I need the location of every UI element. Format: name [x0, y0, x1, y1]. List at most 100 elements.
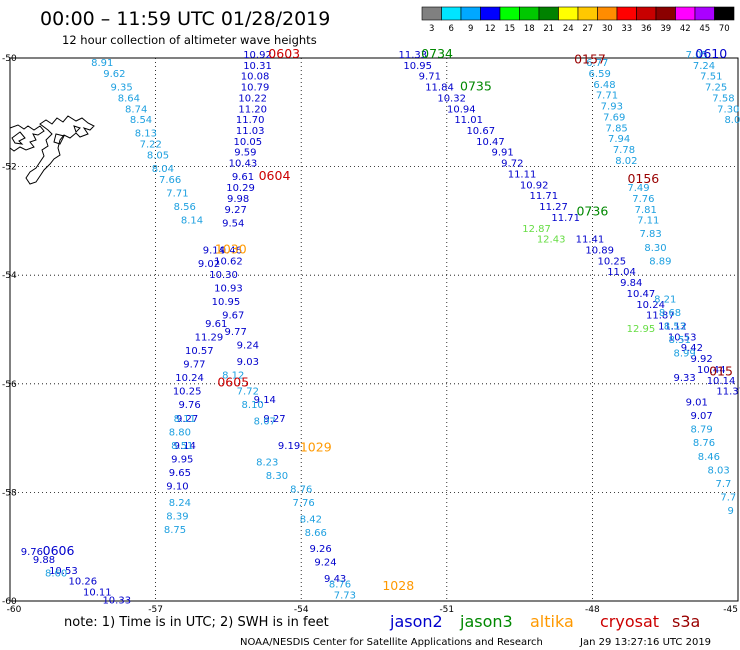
track: 9.14 9.02 9.61 11.29 10.57 9.77 10.24 10.25 9.76… [166, 245, 227, 492]
track: 6.776.596.487.717.937.697.857.947.788.02… [586, 58, 736, 517]
swh-data-point: 8.03 [707, 465, 729, 476]
swh-data-point: 9.84 [620, 278, 642, 289]
track: 10.9210.3110.0810.7910.2211.2011.7011.03… [209, 50, 346, 585]
swh-data-point: 9.77 [183, 360, 205, 371]
swh-data-point: 8.00 [724, 115, 740, 126]
swh-data-point: 10.44 [697, 365, 726, 376]
swh-data-point: 10.11 [83, 588, 112, 599]
swh-data-point: 7.51 [700, 72, 722, 83]
swh-data-point: 9.10 [166, 482, 188, 493]
swh-data-point: 9.62 [103, 69, 125, 80]
swh-data-point: 8.07 [254, 417, 276, 428]
swh-data-point: 7.24 [693, 61, 715, 72]
swh-data-point: 12.43 [537, 235, 566, 246]
swh-data-point: 8.66 [305, 528, 327, 539]
track: 8.60 [45, 569, 67, 580]
swh-data-point: 8.80 [169, 427, 191, 438]
pass-time-label: 1029 [300, 440, 332, 455]
swh-data-point: 11.71 [530, 191, 559, 202]
swh-data-point: 9.14 [174, 441, 196, 452]
swh-data-point: 11.37 [716, 387, 740, 398]
pass-time-label: 015 [709, 364, 733, 379]
swh-data-point: 8.11 [174, 414, 196, 425]
y-tick-label: -60 [2, 597, 17, 607]
swh-data-point: 9.98 [227, 194, 249, 205]
swh-data-point: 7.7 [720, 493, 736, 504]
chart-title: 00:00 – 11:59 UTC 01/28/2019 [40, 8, 330, 30]
color-swatch [655, 6, 676, 21]
swh-data-point: 10.26 [68, 577, 97, 588]
color-scale-label: 9 [468, 24, 473, 34]
swh-data-point: 9.07 [690, 411, 712, 422]
swh-data-point: 10.32 [437, 93, 466, 104]
swh-data-point: 10.95 [403, 61, 432, 72]
swh-data-point: 11.20 [238, 104, 267, 115]
swh-data-point: 7.7 [715, 479, 731, 490]
color-scale-label: 39 [660, 24, 671, 34]
footer-credit: NOAA/NESDIS Center for Satellite Applica… [240, 637, 543, 648]
swh-data-point: 10.93 [214, 283, 243, 294]
pass-time-label: 0157 [574, 51, 606, 66]
pass-time-label: 1028 [382, 578, 414, 593]
legend-item-cryosat: cryosat [600, 612, 659, 631]
swh-data-point: 8.89 [649, 256, 671, 267]
swh-data-point: 7.05 [686, 50, 708, 61]
swh-data-point: 10.92 [520, 180, 549, 191]
swh-data-point: 9.77 [225, 327, 247, 338]
swh-data-point: 9.71 [419, 72, 441, 83]
swh-data-point: 9.27 [176, 414, 198, 425]
color-scale-label: 30 [602, 24, 613, 34]
swh-data-point: 9.95 [171, 455, 193, 466]
swh-data-point: 8.56 [174, 202, 196, 213]
swh-data-point: 9.67 [222, 311, 244, 322]
swh-data-point: 9.92 [690, 354, 712, 365]
swh-data-point: 10.22 [238, 93, 267, 104]
swh-data-point: 8.54 [130, 115, 152, 126]
color-swatch [460, 6, 481, 21]
swh-data-point: 9.43 [324, 574, 346, 585]
swh-data-point: 8.05 [147, 150, 169, 161]
color-swatch [499, 6, 520, 21]
swh-data-point: 7.76 [632, 194, 654, 205]
swh-data-point: 11.33 [399, 50, 428, 61]
color-scale-label: 15 [504, 24, 515, 34]
pass-time-label: 0603 [268, 46, 300, 61]
track: 8.919.62 9.358.648.748.54 8.137.228.05 8.04… [91, 58, 356, 601]
swh-data-point: 10.25 [173, 387, 202, 398]
swh-data-point: 8.30 [644, 243, 666, 254]
swh-data-point: 11.29 [195, 332, 224, 343]
swh-data-point: 9.33 [673, 373, 695, 384]
swh-data-point: 11.84 [425, 83, 454, 94]
swh-data-point: 8.99 [673, 349, 695, 360]
swh-data-point: 10.47 [476, 137, 505, 148]
satellite-legend: jason2 jason3 altika cryosat s3a [389, 612, 700, 631]
color-scale-label: 3 [429, 24, 434, 34]
swh-data-point: 9.61 [232, 172, 254, 183]
swh-data-point: 9.76 [21, 547, 43, 558]
y-tick-label: -58 [2, 488, 17, 498]
y-tick-label: -52 [2, 163, 17, 173]
swh-data-point: 9.27 [225, 205, 247, 216]
swh-data-point: 8.53 [664, 322, 686, 333]
x-tick-label: -51 [439, 605, 454, 615]
x-tick-label: -57 [148, 605, 163, 615]
swh-data-point: 8.21 [654, 294, 676, 305]
swh-data-point: 7.22 [140, 140, 162, 151]
color-scale-label: 45 [699, 24, 710, 34]
swh-data-point: 7.85 [606, 123, 628, 134]
swh-data-point: 11.41 [576, 235, 605, 246]
swh-data-point: 10.24 [636, 300, 665, 311]
swh-data-point: 11.27 [539, 202, 568, 213]
swh-data-point: 10.08 [241, 72, 270, 83]
plot-area [9, 57, 739, 602]
swh-data-point: 10.43 [229, 159, 258, 170]
swh-data-point: 11.03 [236, 126, 265, 137]
pass-time-label: 0606 [43, 543, 75, 558]
swh-data-point: 10.47 [627, 289, 656, 300]
color-scale-label: 42 [680, 24, 691, 34]
swh-data-point: 7.94 [608, 134, 630, 145]
y-axis-tick-labels: -50 -52 -54 -56 -58 -60 [2, 54, 17, 607]
color-scale-label: 12 [485, 24, 496, 34]
swh-data-point: 10.89 [585, 245, 614, 256]
